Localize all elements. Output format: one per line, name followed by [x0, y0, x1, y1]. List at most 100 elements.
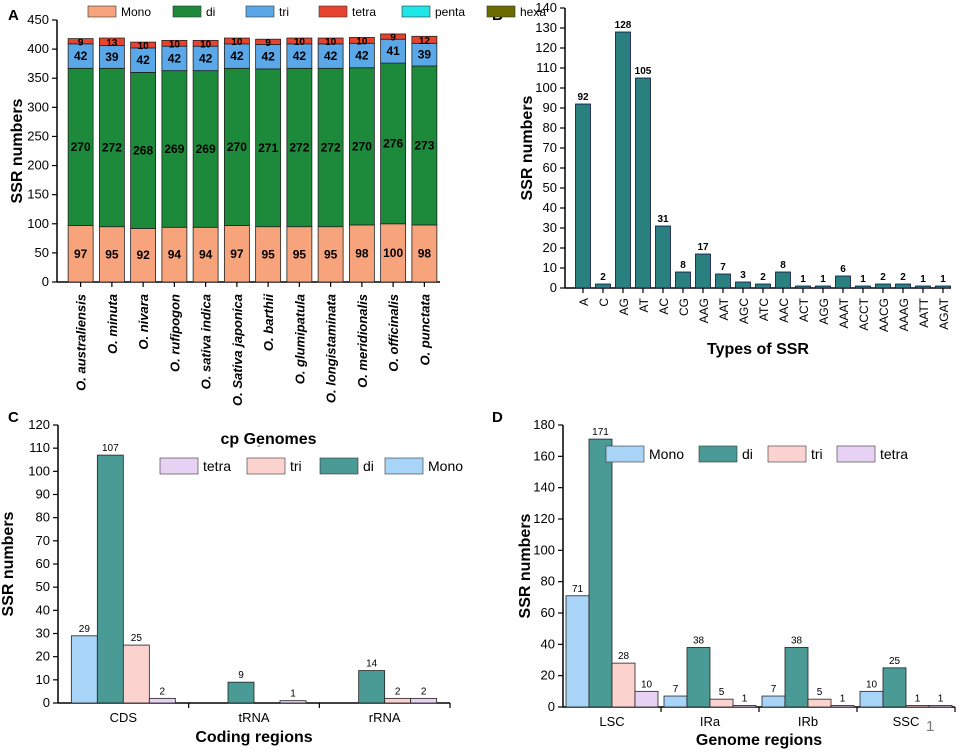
panel-d-legend-swatch — [836, 445, 876, 463]
panel-b-data-label: 17 — [697, 242, 709, 253]
panel-a-bar-segment — [255, 38, 282, 45]
panel-c-data-label: 9 — [238, 670, 244, 681]
panel-d-y-tick-label: 180 — [533, 417, 555, 432]
panel-b-bar — [875, 283, 891, 289]
panel-b-y-tick-label: 40 — [543, 200, 557, 215]
panel-a-legend-label: tri — [279, 5, 289, 19]
panel-b-bar — [935, 285, 951, 289]
panel-d-data-label: 10 — [866, 679, 878, 690]
panel-d-bar — [928, 705, 953, 708]
panel-d-bar — [761, 695, 786, 708]
panel-b-x-tick-label: AAG — [697, 298, 711, 323]
panel-a-y-tick-label: 150 — [27, 187, 49, 202]
panel-c-y-tick-label: 10 — [36, 672, 50, 687]
panel-a-data-label: 42 — [74, 49, 88, 63]
panel-a-x-tick-label: O. barthii — [261, 294, 276, 351]
panel-d-data-label: 5 — [719, 687, 725, 698]
panel-b-x-tick-label: AT — [637, 297, 651, 312]
panel-a-bar-segment — [161, 70, 188, 228]
panel-b-bar — [735, 281, 751, 289]
panel-c-x-tick-label: CDS — [110, 710, 138, 725]
page-number: 1 — [926, 718, 935, 735]
panel-c-y-label: SSR numbers — [0, 511, 17, 616]
panel-a-data-label: 272 — [102, 141, 122, 155]
panel-a-data-label: 270 — [352, 139, 372, 153]
panel-c-data-label: 1 — [290, 689, 296, 700]
panel-b-data-label: 2 — [880, 272, 886, 283]
panel-b-bar — [715, 273, 731, 289]
panel-a-data-label: 9 — [265, 38, 271, 49]
panel-c-bar — [70, 635, 98, 704]
panel-a-data-label: 42 — [261, 50, 275, 64]
panel-d-legend-label: di — [742, 446, 753, 462]
panel-b-x-tick-label: ACCT — [857, 297, 871, 330]
panel-c-x-tick-label: tRNA — [238, 710, 269, 725]
panel-a-x-tick-label: O. glumipatula — [292, 294, 307, 384]
panel-a-legend-swatch — [172, 5, 202, 18]
panel-a-bar-segment — [317, 43, 344, 69]
panel-a-bar-segment — [317, 67, 344, 228]
panel-a-data-label: 272 — [289, 141, 309, 155]
panel-a-data-label: 10 — [169, 39, 181, 50]
panel-d-x-tick-label: LSC — [599, 714, 624, 729]
panel-c-data-label: 2 — [421, 686, 427, 697]
panel-a-y-tick-label: 200 — [27, 158, 49, 173]
panel-d-y-tick-label: 100 — [533, 542, 555, 557]
panel-a-y-tick-label: 350 — [27, 70, 49, 85]
panel-a-legend-swatch — [245, 5, 275, 18]
panel-a-bar-segment — [286, 67, 313, 228]
panel-d-data-label: 71 — [572, 584, 584, 595]
panel-b-data-label: 1 — [820, 274, 826, 285]
panel-a-y-tick-label: 450 — [27, 12, 49, 27]
panel-a-data-label: 10 — [200, 39, 212, 50]
panel-c-data-label: 2 — [160, 686, 166, 697]
panel-a-y-tick-label: 50 — [35, 245, 49, 260]
panel-b-y-tick-label: 0 — [550, 280, 557, 295]
panel-c-legend-swatch — [246, 457, 286, 475]
panel-a-data-label: 97 — [230, 247, 244, 261]
panel-b-data-label: 92 — [577, 92, 589, 103]
panel-b-y-tick-label: 90 — [543, 100, 557, 115]
panel-c-y-tick-label: 70 — [36, 533, 50, 548]
panel-a-data-label: 272 — [321, 141, 341, 155]
panel-d-data-label: 10 — [641, 679, 653, 690]
panel-d-x-label: Genome regions — [696, 732, 822, 749]
panel-a-data-label: 95 — [293, 247, 307, 261]
panel-a-x-tick-label: O. nivara — [136, 294, 151, 350]
panel-a-data-label: 95 — [324, 247, 338, 261]
panel-d-x-tick-label: IRb — [798, 714, 818, 729]
panel-a-legend-label: penta — [435, 5, 465, 19]
panel-d-data-label: 1 — [938, 693, 944, 704]
panel-b-y-tick-label: 20 — [543, 240, 557, 255]
panel-d-x-tick-label: SSC — [893, 714, 920, 729]
panel-a-data-label: 42 — [293, 49, 307, 63]
panel-letter: D — [492, 409, 503, 426]
panel-b-y-tick-label: 100 — [535, 80, 557, 95]
panel-a-bar-segment — [348, 37, 375, 44]
panel-c-data-label: 25 — [131, 633, 143, 644]
panel-a-minor-mark: - — [257, 440, 261, 452]
panel-d-x-tick-label: IRa — [700, 714, 721, 729]
panel-c-y-tick-label: 30 — [36, 626, 50, 641]
panel-a-legend-swatch — [486, 5, 516, 18]
panel-b-bar — [615, 31, 631, 289]
panel-b-x-tick-label: AACG — [877, 298, 891, 332]
panel-a-y-tick-label: 250 — [27, 128, 49, 143]
panel-a-data-label: 98 — [355, 246, 369, 260]
panel-b-x-tick-label: AATT — [917, 297, 931, 327]
panel-b-x-tick-label: ATC — [757, 298, 771, 321]
panel-a-bar-segment — [130, 41, 157, 49]
panel-b-x-tick-label: CG — [677, 298, 691, 316]
panel-d-bar — [732, 705, 757, 708]
panel-d-legend-swatch — [767, 445, 807, 463]
panel-c-bar — [279, 700, 307, 704]
panel-b-x-tick-label: AAC — [777, 298, 791, 323]
panel-a-x-tick-label: O. officinalis — [386, 294, 401, 372]
panel-a-bar-segment — [348, 224, 375, 283]
panel-a-data-label: 12 — [419, 36, 431, 47]
panel-a-bar-segment — [161, 226, 188, 283]
panel-d-bar — [709, 698, 734, 708]
panel-a-bar-segment — [192, 226, 219, 283]
panel-a-x-tick-label: O. australiensis — [74, 294, 89, 391]
panel-a-data-label: 92 — [136, 248, 150, 262]
